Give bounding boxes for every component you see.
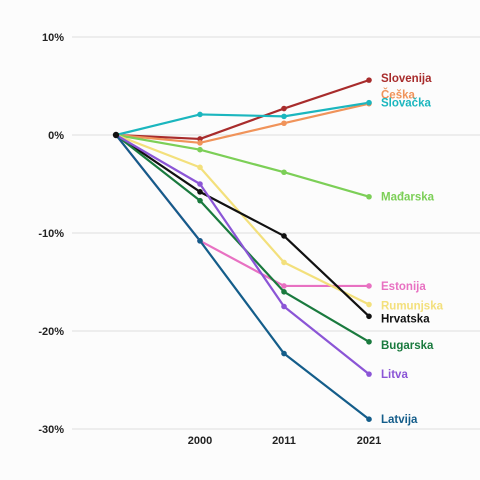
series-label: Češka [381,89,415,102]
data-point [197,189,203,195]
series-label: Slovenija [381,73,432,85]
series-line-češka [114,102,371,144]
data-point [197,181,203,187]
series-label: Latvija [381,414,418,426]
series-label: Bugarska [381,340,434,352]
data-point [366,193,372,200]
series-line-slovenija [114,79,371,141]
data-point [366,313,372,320]
series-label: Litva [381,369,408,381]
series-label: Hrvatska [381,313,430,325]
series-line-hrvatska [114,133,371,318]
y-tick-label: -30% [38,424,64,436]
data-point [366,416,372,423]
x-tick-label: 2000 [188,435,212,447]
series-label: Slovačka [381,98,431,110]
series-label: Mađarska [381,192,435,204]
y-tick-label: -10% [38,228,64,240]
series-line-latvija [114,133,371,421]
data-point [281,303,287,310]
data-point [281,120,287,127]
origin-point [112,131,120,139]
data-point [197,111,203,118]
series-label: Estonija [381,281,426,293]
data-point [281,259,287,266]
series-line-mađarska [114,133,371,198]
series-points [112,77,372,423]
series-line-bugarska [114,133,371,343]
data-point [281,283,287,289]
series-line-litva [114,133,371,376]
data-point [366,99,372,106]
series-label: Rumunjska [381,301,444,313]
data-point [366,283,372,289]
data-point [197,146,203,153]
series-line-slovačka [114,101,371,137]
x-tick-label: 2011 [272,435,296,447]
data-point [197,136,203,142]
data-point [281,113,287,120]
data-point [281,350,287,357]
axis-ticks: 10% 0% -10% -20% -30% 2000 2011 2021 [38,32,381,447]
data-point [366,338,372,345]
data-point [197,164,203,171]
data-point [366,371,372,377]
y-tick-label: -20% [38,326,64,338]
data-point [281,289,287,295]
series-lines [114,79,371,421]
data-point [197,238,203,244]
data-point [366,301,372,308]
gridlines [72,36,480,430]
x-tick-label: 2021 [357,435,381,447]
data-point [281,233,287,239]
y-tick-label: 0% [48,130,64,142]
data-point [197,197,203,204]
data-point [197,140,203,146]
y-tick-label: 10% [42,32,64,44]
data-point [281,105,287,112]
data-point [366,77,372,83]
data-point [281,169,287,176]
